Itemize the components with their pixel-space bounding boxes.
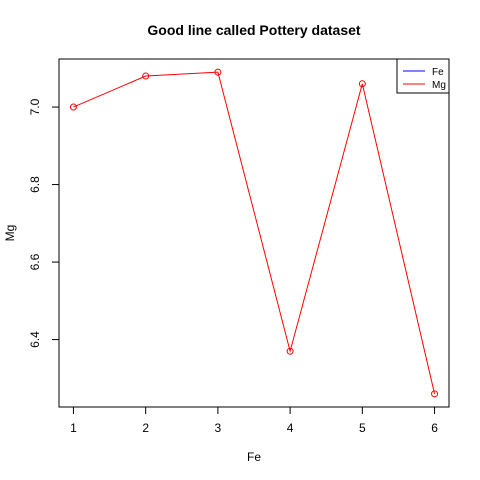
series-line-mg	[73, 71, 436, 394]
x-tick-label: 1	[70, 421, 77, 435]
data-point	[358, 80, 366, 88]
data-point	[69, 103, 77, 111]
legend: Fe Mg	[396, 58, 450, 94]
x-tick-label: 4	[287, 421, 294, 435]
data-point	[142, 72, 150, 80]
y-axis: 6.4 6.6 6.8 7.0	[28, 98, 60, 348]
x-tick-label: 5	[359, 421, 366, 435]
data-point	[214, 68, 222, 76]
y-tick-label: 6.6	[28, 253, 42, 270]
legend-label-fe: Fe	[432, 67, 444, 78]
x-axis: 1 2 3 4 5 6	[70, 406, 438, 435]
series-layer	[69, 68, 439, 398]
y-axis-label: Mg	[3, 225, 17, 242]
y-tick-label: 6.4	[28, 331, 42, 348]
chart-title: Good line called Pottery dataset	[147, 22, 361, 38]
y-tick-label: 7.0	[28, 98, 42, 115]
data-point	[431, 390, 439, 398]
x-tick-label: 3	[215, 421, 222, 435]
plot-frame	[58, 58, 450, 408]
data-point	[286, 347, 294, 355]
legend-label-mg: Mg	[432, 80, 446, 91]
x-axis-label: Fe	[247, 450, 261, 464]
x-tick-label: 6	[431, 421, 438, 435]
x-tick-label: 2	[142, 421, 149, 435]
legend-box	[396, 58, 450, 94]
y-tick-label: 6.8	[28, 176, 42, 193]
